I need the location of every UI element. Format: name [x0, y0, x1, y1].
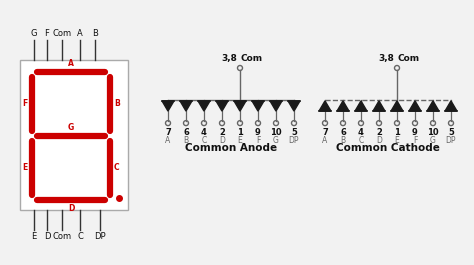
Polygon shape [162, 101, 174, 111]
Text: Com: Com [53, 232, 72, 241]
Polygon shape [252, 101, 264, 111]
Text: 6: 6 [340, 128, 346, 137]
Polygon shape [445, 101, 457, 111]
Text: G: G [68, 123, 74, 132]
Text: E: E [23, 164, 28, 173]
Text: F: F [413, 136, 417, 145]
Text: E: E [237, 136, 242, 145]
Polygon shape [319, 101, 331, 111]
Text: G: G [273, 136, 279, 145]
Text: 9: 9 [412, 128, 418, 137]
Text: D: D [219, 136, 225, 145]
Polygon shape [288, 101, 300, 111]
Polygon shape [337, 101, 349, 111]
Text: 7: 7 [322, 128, 328, 137]
Text: DP: DP [289, 136, 299, 145]
Text: E: E [31, 232, 36, 241]
Text: 3,8: 3,8 [378, 54, 394, 63]
Text: D: D [44, 232, 50, 241]
Text: B: B [340, 136, 346, 145]
Polygon shape [409, 101, 421, 111]
Text: A: A [322, 136, 328, 145]
Text: D: D [376, 136, 382, 145]
Polygon shape [373, 101, 385, 111]
Text: 10: 10 [270, 128, 282, 137]
Text: Common Anode: Common Anode [185, 143, 277, 153]
Text: D: D [68, 204, 74, 213]
Text: F: F [45, 29, 49, 38]
Text: A: A [165, 136, 171, 145]
Text: DP: DP [94, 232, 106, 241]
Polygon shape [198, 101, 210, 111]
Text: 4: 4 [358, 128, 364, 137]
Text: 2: 2 [376, 128, 382, 137]
Text: A: A [77, 29, 83, 38]
Text: 5: 5 [291, 128, 297, 137]
Text: 9: 9 [255, 128, 261, 137]
Polygon shape [270, 101, 282, 111]
Text: F: F [23, 99, 28, 108]
Polygon shape [234, 101, 246, 111]
Polygon shape [391, 101, 403, 111]
Text: Com: Com [241, 54, 263, 63]
Text: G: G [31, 29, 37, 38]
Text: Common Cathode: Common Cathode [336, 143, 440, 153]
Text: 1: 1 [237, 128, 243, 137]
Text: G: G [430, 136, 436, 145]
Text: 2: 2 [219, 128, 225, 137]
Text: B: B [92, 29, 98, 38]
Text: 6: 6 [183, 128, 189, 137]
Text: C: C [358, 136, 364, 145]
Text: C: C [77, 232, 83, 241]
Text: 7: 7 [165, 128, 171, 137]
Text: C: C [201, 136, 207, 145]
Polygon shape [427, 101, 439, 111]
Text: Com: Com [53, 29, 72, 38]
Text: B: B [114, 99, 120, 108]
Text: C: C [114, 164, 119, 173]
Text: A: A [68, 59, 74, 68]
Text: 4: 4 [201, 128, 207, 137]
Text: 1: 1 [394, 128, 400, 137]
Polygon shape [355, 101, 367, 111]
Text: 10: 10 [427, 128, 439, 137]
Text: F: F [256, 136, 260, 145]
Text: Com: Com [398, 54, 420, 63]
Text: 5: 5 [448, 128, 454, 137]
Polygon shape [216, 101, 228, 111]
Bar [20, 60, 128, 210]
Polygon shape [180, 101, 192, 111]
Text: B: B [183, 136, 189, 145]
Text: DP: DP [446, 136, 456, 145]
Text: 3,8: 3,8 [221, 54, 237, 63]
Text: E: E [395, 136, 400, 145]
